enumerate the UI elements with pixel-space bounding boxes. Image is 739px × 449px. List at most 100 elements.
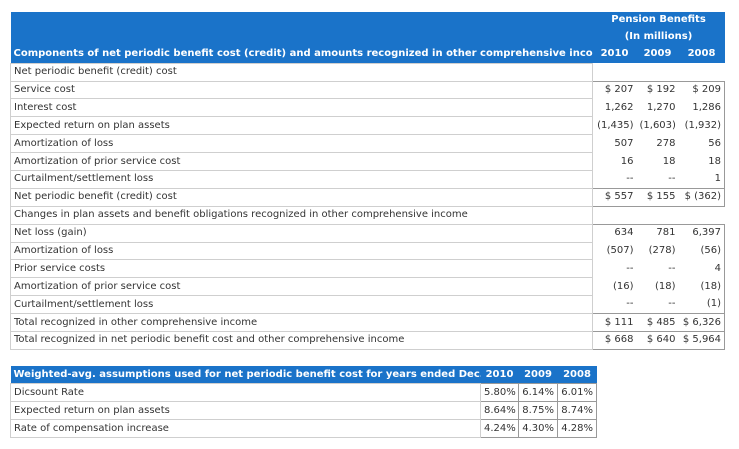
value-cell: -- bbox=[592, 295, 637, 315]
table-row: Net periodic benefit (credit) cost $ 557 $… bbox=[10, 187, 726, 207]
value-cell: (56) bbox=[678, 242, 726, 260]
value-cell: 6,397 bbox=[678, 223, 726, 243]
table-row: Amortization of prior service cost (16) (1… bbox=[10, 277, 726, 297]
header-blank bbox=[10, 12, 593, 29]
row-label: Changes in plan assets and benefit oblig… bbox=[10, 206, 593, 225]
table-row: Expected return on plan assets (1,435) (1,… bbox=[10, 116, 726, 136]
value-cell: -- bbox=[636, 295, 679, 315]
value-cell: 1 bbox=[678, 170, 726, 189]
value-cell: $ (362) bbox=[678, 187, 726, 207]
table-row: Curtailment/settlement loss -- -- (1) bbox=[10, 295, 726, 315]
value-cell: (16) bbox=[592, 277, 637, 296]
header-unit: (In millions) bbox=[592, 28, 725, 46]
row-label: Total recognized in other comprehensive … bbox=[10, 313, 593, 333]
table-row: Amortization of loss 507 278 56 bbox=[10, 134, 726, 154]
value-cell: (1,932) bbox=[678, 116, 726, 135]
value-cell: 4.30% bbox=[518, 419, 558, 438]
value-cell: 1,262 bbox=[592, 98, 637, 117]
value-cell: $ 640 bbox=[636, 331, 679, 350]
header-blank bbox=[10, 28, 593, 46]
value-cell: 1,270 bbox=[646, 101, 676, 113]
value-cell: 56 bbox=[678, 134, 726, 153]
value-cell: -- bbox=[592, 259, 637, 278]
value-cell: 6.14% bbox=[518, 383, 558, 402]
table-row: Changes in plan assets and benefit oblig… bbox=[10, 206, 725, 225]
row-label: Expected return on plan assets bbox=[10, 116, 593, 136]
row-label: Service cost bbox=[10, 81, 593, 100]
header-label: Components of net periodic benefit cost … bbox=[10, 45, 593, 64]
value-cell: 18 bbox=[662, 155, 676, 167]
value-cell: $ 155 bbox=[636, 187, 679, 207]
value-cell: 4.24% bbox=[480, 419, 519, 438]
table-row: Curtailment/settlement loss -- -- 1 bbox=[10, 170, 726, 189]
value-cell: -- bbox=[668, 262, 676, 274]
value-cell: 16 bbox=[592, 152, 637, 171]
value-cell: 507 bbox=[592, 134, 637, 153]
row-label: Curtailment/settlement loss bbox=[10, 295, 593, 315]
value-cell: 278 bbox=[656, 137, 676, 149]
year-header: 2010 bbox=[480, 366, 519, 384]
row-label: Net periodic benefit (credit) cost bbox=[10, 62, 593, 82]
value-cell: 6.01% bbox=[557, 383, 597, 402]
value-cell: 8.74% bbox=[557, 401, 597, 420]
value-cell: 4.28% bbox=[557, 419, 597, 438]
value-cell: 1,286 bbox=[678, 98, 726, 117]
row-label: Prior service costs bbox=[10, 259, 593, 279]
row-label: Amortization of prior service cost bbox=[10, 277, 593, 297]
row-label: Amortization of loss bbox=[10, 134, 593, 154]
year-header: 2008 bbox=[678, 45, 725, 64]
value-cell: $ 5,964 bbox=[678, 331, 726, 350]
row-label: Amortization of prior service cost bbox=[10, 152, 593, 172]
table-row: Rate of compensation increase 4.24% 4.30% 4… bbox=[10, 419, 597, 438]
value-cell bbox=[637, 206, 679, 224]
weighted-assumptions-table: Weighted-avg. assumptions used for net p… bbox=[10, 366, 597, 438]
table-row: Net loss (gain) 634 781 6,397 bbox=[10, 223, 726, 243]
value-cell: $ 6,326 bbox=[678, 313, 726, 333]
row-label: Net periodic benefit (credit) cost bbox=[10, 188, 593, 207]
year-header: 2009 bbox=[518, 366, 558, 384]
value-cell: $ 207 bbox=[592, 80, 637, 99]
row-label: Total recognized in net periodic benefit… bbox=[10, 331, 593, 350]
table-row: Amortization of prior service cost 16 18 18 bbox=[10, 152, 726, 172]
row-label: Net loss (gain) bbox=[10, 224, 593, 243]
value-cell: $ 209 bbox=[678, 80, 726, 99]
value-cell: 8.64% bbox=[480, 401, 519, 420]
row-label: Rate of compensation increase bbox=[10, 419, 481, 438]
header-label: Weighted-avg. assumptions used for net p… bbox=[10, 366, 481, 384]
table-row: Service cost $ 207 $ 192 $ 209 bbox=[10, 80, 726, 100]
value-cell: (278) bbox=[648, 245, 676, 257]
year-header: 2010 bbox=[592, 45, 637, 64]
value-cell: 5.80% bbox=[480, 383, 519, 402]
row-label: Amortization of loss bbox=[10, 242, 593, 261]
table-row: Interest cost 1,262 1,270 1,286 bbox=[10, 98, 726, 118]
year-header: 2008 bbox=[557, 366, 597, 384]
value-cell bbox=[637, 63, 679, 81]
value-cell: (1) bbox=[678, 295, 726, 315]
row-label: Interest cost bbox=[10, 98, 593, 118]
table-row: Expected return on plan assets 8.64% 8.75%… bbox=[10, 401, 597, 420]
value-cell bbox=[593, 63, 637, 81]
row-label: Curtailment/settlement loss bbox=[10, 170, 593, 189]
table-row: Amortization of loss (507) (278) (56) bbox=[10, 242, 726, 261]
value-cell: 781 bbox=[636, 223, 679, 243]
value-cell: 4 bbox=[678, 259, 726, 278]
value-cell: -- bbox=[636, 170, 679, 189]
table-row: Dicsount Rate 5.80% 6.14% 6.01% bbox=[10, 383, 597, 402]
value-cell: $ 557 bbox=[592, 187, 637, 207]
table-row: Total recognized in net periodic benefit… bbox=[10, 331, 726, 350]
value-cell: (18) bbox=[654, 280, 676, 292]
value-cell: -- bbox=[592, 170, 637, 189]
header-group: Pension Benefits bbox=[592, 12, 725, 29]
pension-benefits-table: Pension Benefits (In millions) Component… bbox=[10, 12, 726, 350]
value-cell: $ 192 bbox=[636, 80, 679, 99]
value-cell: (507) bbox=[592, 242, 637, 260]
value-cell bbox=[593, 206, 637, 224]
row-label: Dicsount Rate bbox=[10, 383, 481, 402]
value-cell bbox=[679, 63, 725, 81]
value-cell: (18) bbox=[678, 277, 726, 296]
table-row: Net periodic benefit (credit) cost bbox=[10, 62, 725, 82]
row-label: Expected return on plan assets bbox=[10, 401, 481, 420]
value-cell: 634 bbox=[592, 223, 637, 243]
table-row: Prior service costs -- -- 4 bbox=[10, 259, 726, 279]
value-cell bbox=[679, 206, 725, 224]
